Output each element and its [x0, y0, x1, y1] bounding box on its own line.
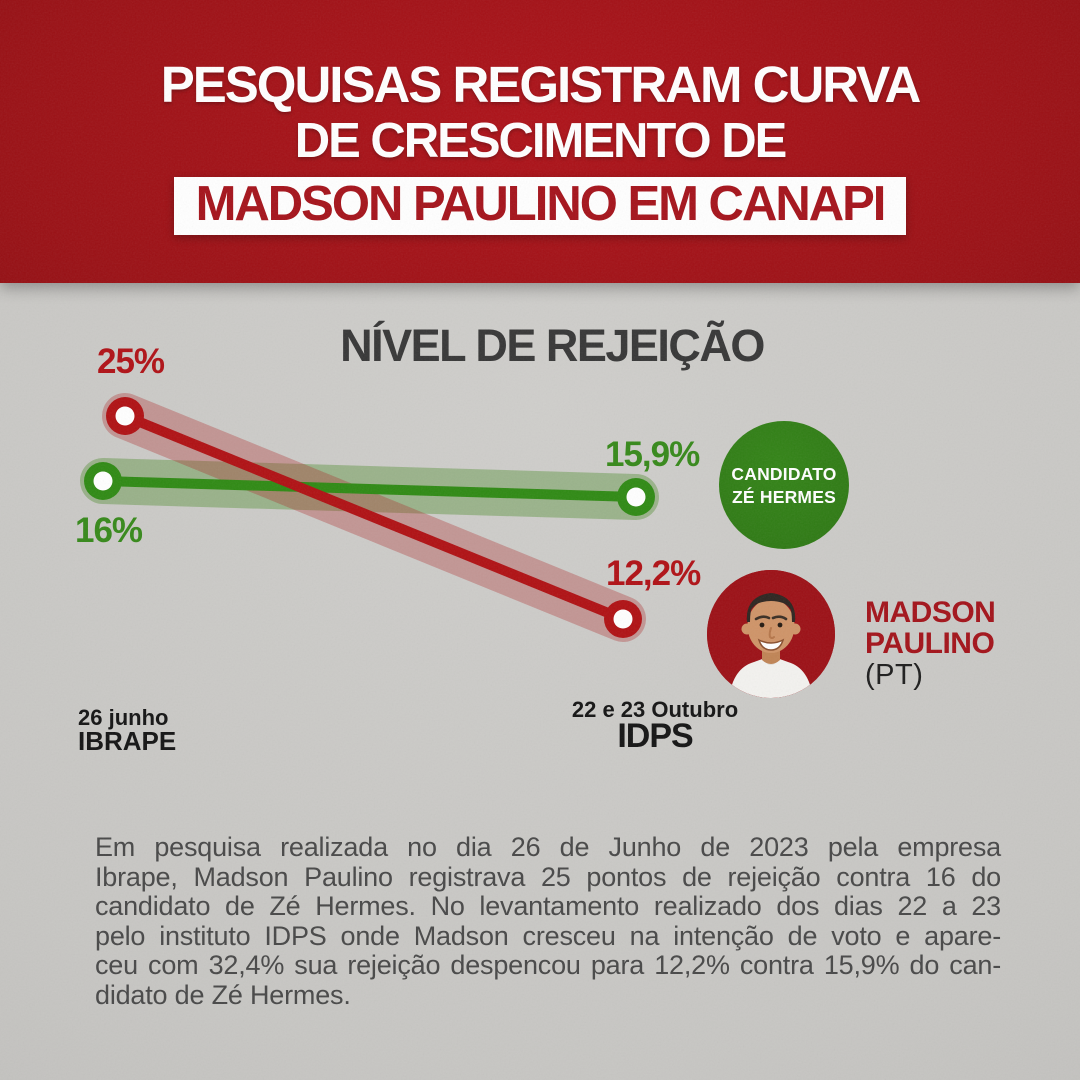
madson-october-value-label: 12,2%: [606, 554, 701, 593]
ze-hermes-badge-line1: CANDIDATO: [731, 463, 837, 484]
ze-hermes-point-october: [617, 478, 655, 516]
article-paragraph: Em pesquisa realizada no dia 26 de Junho…: [95, 832, 1001, 1010]
madson-name-line2: PAULINO: [865, 627, 995, 660]
article-line: Em pesquisa realizada no dia 26 de Junho…: [95, 832, 1001, 862]
madson-point-october: [604, 600, 642, 638]
article-line: didato de Zé Hermes.: [95, 979, 351, 1010]
madson-june-value-label: 25%: [97, 342, 165, 381]
article-line: pelo instituto IDPS onde Madson cresceu …: [95, 920, 1001, 951]
ze-hermes-point-june: [84, 462, 122, 500]
madson-name-block: MADSON PAULINO (PT): [865, 596, 996, 691]
x-axis-label-june-ibrape: 26 junho IBRAPE: [78, 707, 177, 756]
madson-portrait-illustration: [707, 570, 835, 698]
x-axis-label-october-idps: 22 e 23 Outubro IDPS: [565, 699, 745, 755]
ze-hermes-june-value-label: 16%: [75, 511, 143, 550]
article-line: candidato de Zé Hermes. No levantamento …: [95, 891, 1001, 921]
x-axis-october-institute: IDPS: [617, 717, 693, 755]
madson-name-line1: MADSON: [865, 596, 996, 629]
article-line: Ibrape, Madson Paulino registrava 25 pon…: [95, 861, 1001, 892]
madson-photo: [707, 570, 835, 698]
madson-party: (PT): [865, 659, 924, 691]
ze-hermes-badge-line2: ZÉ HERMES: [732, 486, 836, 507]
article-line: ceu com 32,4% sua rejeição despencou par…: [95, 950, 1001, 980]
x-axis-june-institute: IBRAPE: [78, 726, 177, 756]
madson-series-line: [120, 411, 628, 624]
ze-hermes-october-value-label: 15,9%: [605, 435, 700, 474]
ze-hermes-badge: CANDIDATO ZÉ HERMES: [719, 421, 849, 549]
madson-point-june: [106, 397, 144, 435]
chart-title: NÍVEL DE REJEIÇÃO: [340, 320, 765, 371]
